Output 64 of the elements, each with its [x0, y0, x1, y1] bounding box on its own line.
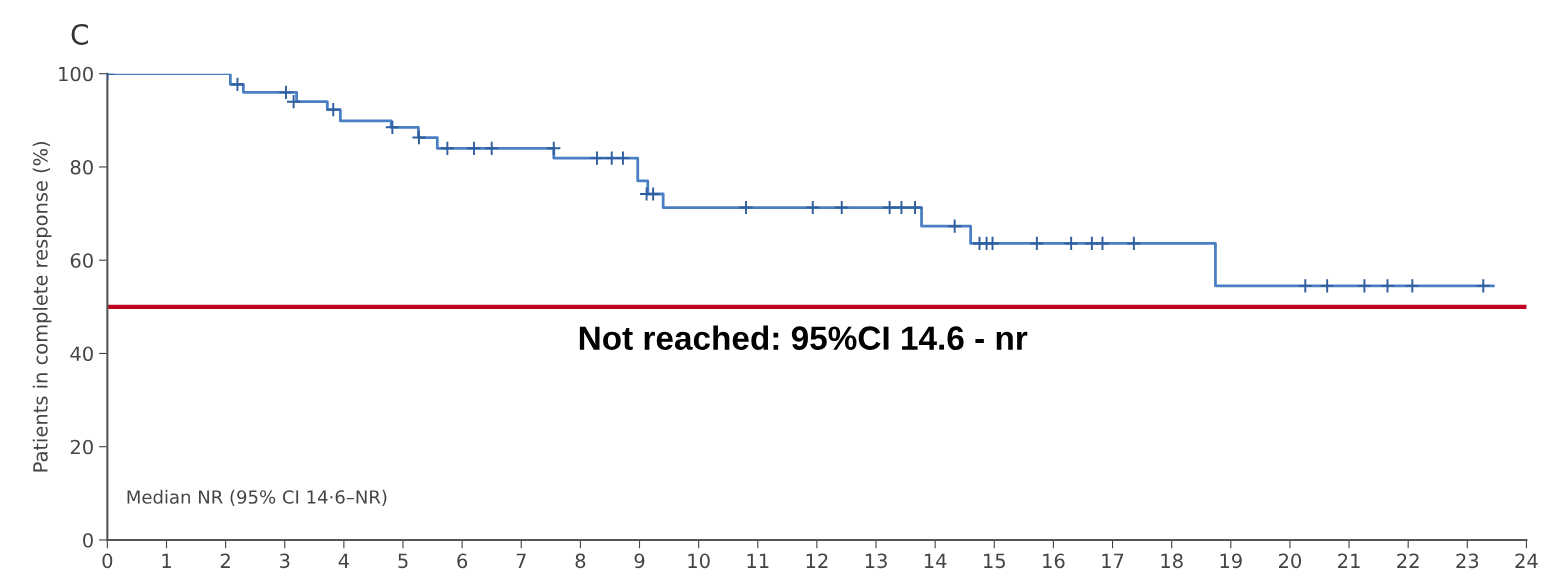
point	[278, 84, 294, 100]
y-tick-label: 0	[83, 532, 93, 548]
point	[893, 199, 910, 216]
x-tick-label: 16	[1043, 553, 1065, 569]
point	[1029, 235, 1045, 251]
x-tick-label: 1	[162, 553, 171, 568]
point	[411, 130, 427, 146]
chart-title: C	[71, 23, 88, 45]
x-tick-label: 22	[1397, 553, 1419, 568]
point	[1063, 235, 1079, 251]
point	[1404, 278, 1420, 294]
point	[738, 199, 754, 216]
x-tick-label: 18	[1161, 553, 1183, 569]
x-tick-label: 12	[806, 553, 828, 568]
y-tick-label: 100	[59, 66, 93, 82]
point	[1297, 278, 1313, 294]
x-tick-label: 0	[102, 553, 113, 569]
x-tick-label: 14	[924, 553, 947, 568]
x-tick-label: 2	[220, 553, 230, 568]
x-tick-label: 5	[398, 553, 408, 569]
point	[589, 150, 605, 166]
point	[947, 218, 963, 234]
point	[229, 76, 245, 92]
annotation: Not reached: 95%CI 14.6 - nr	[579, 325, 1028, 350]
x-tick-label: 15	[984, 553, 1005, 569]
point	[484, 140, 500, 156]
x-tick-label: 19	[1220, 553, 1242, 569]
x-tick-label: 20	[1278, 553, 1301, 569]
y-tick-label: 40	[70, 346, 93, 362]
x-tick-label: 4	[338, 553, 349, 568]
x-tick-label: 11	[747, 553, 769, 568]
point	[546, 140, 562, 156]
point	[834, 199, 850, 216]
x-tick-label: 24	[1515, 553, 1538, 568]
point	[325, 102, 341, 118]
y-axis-title: Patients in complete response (%)	[32, 141, 52, 472]
x-tick-label: 8	[575, 553, 586, 569]
x-tick-label: 21	[1338, 553, 1360, 568]
x-tick-label: 9	[634, 553, 645, 569]
point	[466, 140, 482, 156]
point	[1356, 278, 1372, 294]
point	[805, 199, 821, 216]
point	[907, 199, 923, 216]
point	[286, 94, 302, 110]
point	[882, 199, 898, 216]
y-tick-label: 60	[70, 253, 93, 268]
point	[1094, 235, 1111, 251]
point	[384, 119, 400, 135]
x-tick-label: 17	[1102, 553, 1124, 568]
point	[1379, 278, 1396, 294]
x-tick-label: 13	[865, 553, 887, 569]
annotation: Median NR (95% CI 14·6–NR)	[127, 489, 387, 506]
x-tick-label: 3	[280, 553, 290, 569]
point	[1126, 235, 1142, 251]
x-tick-label: 7	[516, 553, 526, 568]
y-tick-label: 80	[70, 159, 93, 175]
point	[1319, 278, 1335, 294]
point	[615, 150, 631, 166]
y-tick-label: 20	[70, 439, 93, 455]
point	[1475, 278, 1491, 294]
x-tick-label: 23	[1456, 553, 1479, 569]
point	[439, 140, 455, 156]
x-tick-label: 6	[457, 553, 468, 569]
x-tick-label: 10	[688, 553, 710, 569]
